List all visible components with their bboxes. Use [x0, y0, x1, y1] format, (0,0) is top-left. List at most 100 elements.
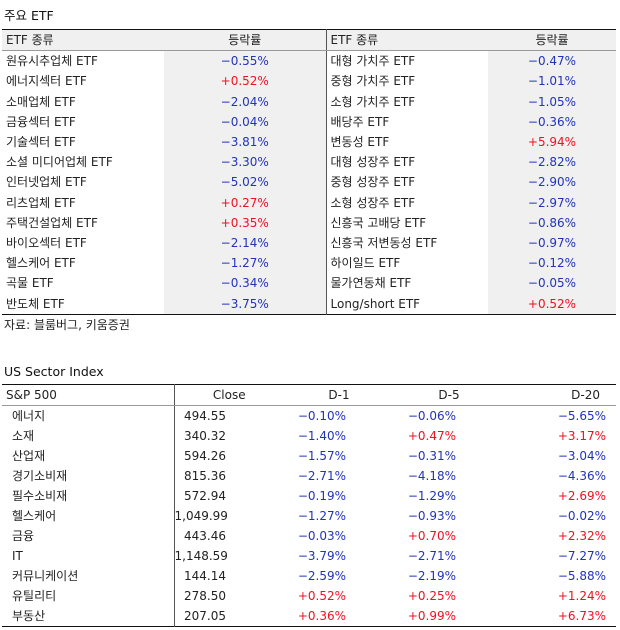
sector-d20: +1.24%	[557, 589, 606, 604]
etf-name-right: 신흥국 저변동성 ETF	[325, 233, 488, 254]
us-col-close: Close	[174, 384, 284, 407]
etf-header-row: ETF 종류 등락률 ETF 종류 등락률	[2, 29, 616, 52]
etf-table-row: 금융섹터 ETF −0.04% 배당주 ETF −0.36%	[2, 111, 616, 133]
sector-d5: −0.06%	[407, 409, 456, 424]
sector-d20: +2.32%	[557, 529, 606, 544]
sector-close: 443.46	[184, 529, 226, 544]
etf-name-right: Long/short ETF	[325, 293, 488, 315]
us-sector-row: 금융 443.46 −0.03% +0.70% +2.32%	[2, 526, 616, 547]
us-sector-row: IT 1,148.59 −3.79% −2.71% −7.27%	[2, 546, 616, 567]
etf-name-right: 신흥국 고배당 ETF	[325, 212, 488, 234]
us-sector-row: 경기소비재 815.36 −2.71% −4.18% −4.36%	[2, 466, 616, 487]
us-section-title: US Sector Index	[4, 364, 104, 379]
etf-change-left: −3.75%	[164, 293, 326, 315]
etf-col-type-right: ETF 종류	[325, 29, 488, 52]
sector-name: 필수소비재	[2, 486, 175, 507]
us-sector-table: S&P 500 Close D-1 D-5 D-20 에너지 494.55 −0.1…	[2, 384, 616, 628]
us-sector-row: 헬스케어 1,049.99 −1.27% −0.93% −0.02%	[2, 506, 616, 527]
sector-name: 유틸리티	[2, 586, 175, 607]
etf-change-left: −5.02%	[164, 172, 326, 193]
sector-d20: −5.65%	[557, 409, 606, 424]
etf-name-left: 바이오섹터 ETF	[6, 236, 87, 251]
etf-table-row: 원유시추업체 ETF −0.55% 대형 가치주 ETF −0.47%	[2, 50, 616, 72]
us-sector-row: 커뮤니케이션 144.14 −2.59% −2.19% −5.88%	[2, 566, 616, 587]
etf-name-right: 변동성 ETF	[325, 132, 488, 153]
us-col-d1: D-1	[284, 384, 394, 407]
sector-d20: +3.17%	[557, 429, 606, 444]
sector-close: 278.50	[184, 589, 226, 604]
sector-d1: −0.19%	[297, 489, 346, 504]
sector-d5: −1.29%	[407, 489, 456, 504]
sector-name: 소재	[2, 426, 175, 447]
etf-name-right: 하이일드 ETF	[325, 253, 488, 274]
us-sector-row: 소재 340.32 −1.40% +0.47% +3.17%	[2, 426, 616, 447]
etf-change-left: −0.34%	[164, 273, 326, 294]
sector-d5: −2.19%	[407, 569, 456, 584]
sector-d20: −4.36%	[557, 469, 606, 484]
sector-name: 헬스케어	[2, 506, 175, 527]
etf-change-right: −1.05%	[488, 91, 616, 112]
etf-table: ETF 종류 등락률 ETF 종류 등락률 원유시추업체 ETF −0.55% 대형…	[2, 29, 616, 315]
sector-d5: −2.71%	[407, 549, 456, 564]
sector-d20: +2.69%	[557, 489, 606, 504]
etf-change-left: −0.55%	[164, 50, 326, 72]
etf-change-left: +0.35%	[164, 212, 326, 234]
etf-section-title: 주요 ETF	[4, 8, 54, 23]
source-note: 자료: 블룸버그, 키움증권	[4, 318, 130, 332]
sector-d1: −1.27%	[297, 509, 346, 524]
etf-change-left: −2.14%	[164, 233, 326, 254]
etf-col-type-left: ETF 종류	[2, 29, 164, 52]
etf-name-right: 배당주 ETF	[325, 111, 488, 133]
etf-name-left: 에너지섹터 ETF	[6, 74, 87, 89]
etf-name-left: 헬스케어 ETF	[6, 256, 76, 271]
sector-name: 에너지	[2, 405, 175, 427]
etf-change-left: −3.30%	[164, 152, 326, 173]
sector-close: 1,049.99	[174, 509, 228, 524]
sector-d5: +0.47%	[407, 429, 456, 444]
etf-name-right: 소형 가치주 ETF	[325, 91, 488, 112]
sector-d20: −3.04%	[557, 449, 606, 464]
etf-name-right: 대형 성장주 ETF	[325, 152, 488, 173]
etf-change-right: −2.82%	[488, 152, 616, 173]
etf-name-left: 금융섹터 ETF	[6, 114, 76, 129]
etf-name-right: 중형 성장주 ETF	[325, 172, 488, 193]
sector-d5: +0.99%	[407, 609, 456, 624]
etf-change-right: −0.05%	[488, 273, 616, 294]
etf-name-right: 물가연동채 ETF	[325, 273, 488, 294]
etf-change-right: −0.86%	[488, 212, 616, 234]
etf-table-row: 리츠업체 ETF +0.27% 소형 성장주 ETF −2.97%	[2, 192, 616, 213]
sector-d20: +6.73%	[557, 609, 606, 624]
etf-change-right: −2.90%	[488, 172, 616, 193]
sector-close: 340.32	[184, 429, 226, 444]
etf-change-right: −2.97%	[488, 192, 616, 213]
etf-change-right: +0.52%	[488, 293, 616, 315]
etf-name-right: 소형 성장주 ETF	[325, 192, 488, 213]
us-col-sp500: S&P 500	[2, 384, 175, 407]
etf-name-left: 주택건설업체 ETF	[6, 215, 98, 230]
etf-col-change-right: 등락률	[488, 29, 616, 52]
sector-close: 1,148.59	[174, 549, 228, 564]
us-sector-row: 필수소비재 572.94 −0.19% −1.29% +2.69%	[2, 486, 616, 507]
sector-name: 경기소비재	[2, 466, 175, 487]
etf-change-right: −0.12%	[488, 253, 616, 274]
etf-name-right: 대형 가치주 ETF	[325, 50, 488, 72]
sector-d20: −0.02%	[557, 509, 606, 524]
etf-table-row: 인터넷업체 ETF −5.02% 중형 성장주 ETF −2.90%	[2, 172, 616, 193]
sector-d1: −2.71%	[297, 469, 346, 484]
sector-close: 572.94	[184, 489, 226, 504]
etf-name-left: 반도체 ETF	[6, 296, 65, 311]
etf-name-right: 중형 가치주 ETF	[325, 71, 488, 92]
us-header-row: S&P 500 Close D-1 D-5 D-20	[2, 384, 616, 407]
etf-col-change-left: 등락률	[164, 29, 326, 52]
etf-change-right: −0.47%	[488, 50, 616, 72]
etf-name-left: 인터넷업체 ETF	[6, 175, 87, 190]
etf-name-left: 기술섹터 ETF	[6, 135, 76, 150]
etf-table-row: 소셜 미디어업체 ETF −3.30% 대형 성장주 ETF −2.82%	[2, 152, 616, 173]
sector-name: IT	[2, 546, 175, 567]
sector-d20: −5.88%	[557, 569, 606, 584]
etf-table-row: 에너지섹터 ETF +0.52% 중형 가치주 ETF −1.01%	[2, 71, 616, 92]
etf-name-left: 소매업체 ETF	[6, 94, 76, 109]
sector-d1: +0.36%	[297, 609, 346, 624]
etf-change-right: −0.97%	[488, 233, 616, 254]
etf-table-row: 주택건설업체 ETF +0.35% 신흥국 고배당 ETF −0.86%	[2, 212, 616, 234]
